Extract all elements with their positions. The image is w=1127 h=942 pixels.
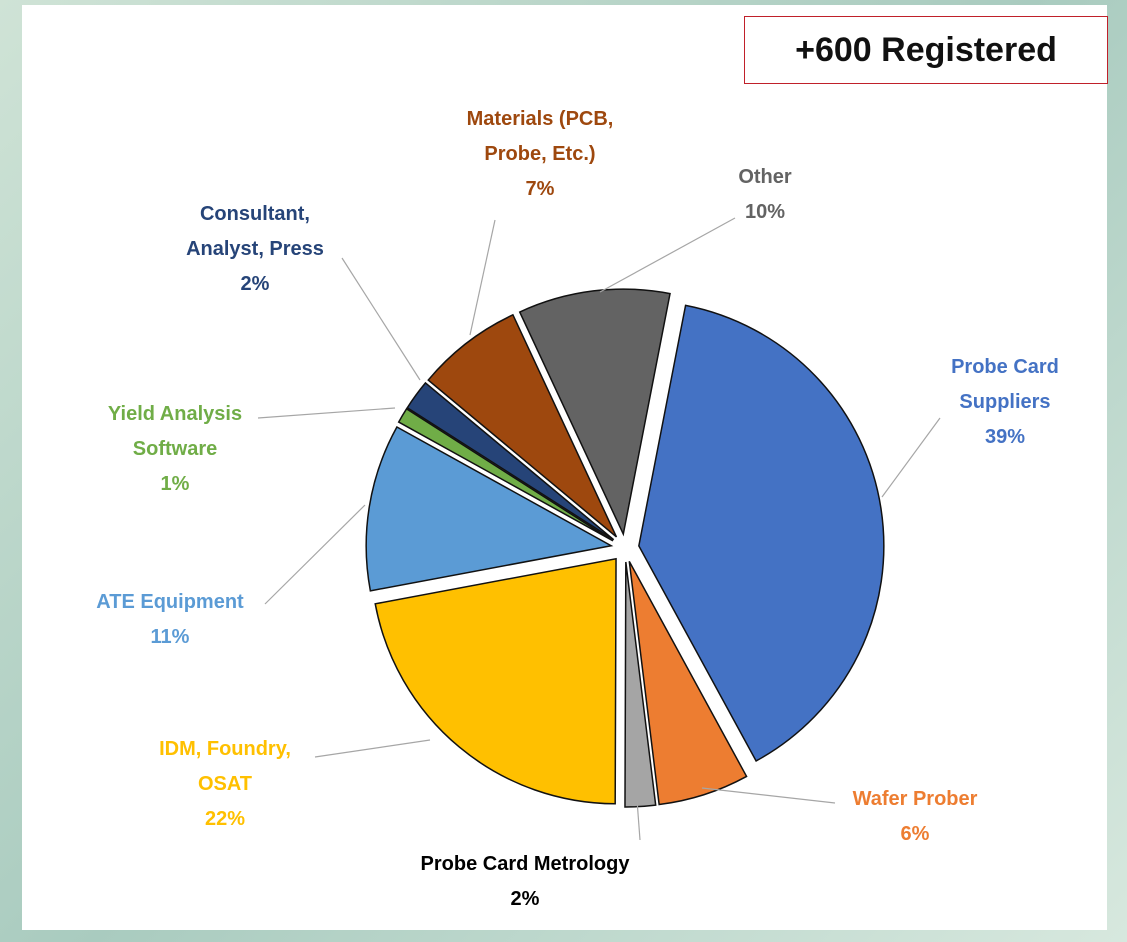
slice-label: Yield Analysis Software 1% [108, 397, 242, 502]
value-label: 6% [900, 823, 930, 845]
leader-line [599, 217, 736, 293]
category-label: Materials (PCB, Probe, Etc.) [466, 108, 614, 165]
leader-line [341, 257, 421, 381]
category-label: ATE Equipment [96, 591, 244, 613]
slice-label: Probe Card Metrology 2% [421, 847, 630, 917]
category-label: Yield Analysis Software [107, 403, 243, 460]
pie-slice [638, 304, 885, 762]
pie-slice [397, 407, 614, 542]
pie-slice [374, 557, 617, 805]
slice-label: Materials (PCB, Probe, Etc.) 7% [467, 102, 614, 207]
leader-line [469, 219, 496, 336]
pie-slice [624, 561, 657, 808]
value-label: 1% [160, 473, 190, 495]
pie-slice [427, 313, 618, 538]
value-label: 2% [510, 888, 540, 910]
leader-line [881, 417, 941, 498]
value-label: 22% [204, 808, 246, 830]
value-label: 11% [150, 626, 190, 648]
leader-line [636, 799, 641, 841]
pie-slice [365, 425, 614, 592]
slice-label: ATE Equipment 11% [96, 585, 243, 655]
leader-line [314, 739, 431, 758]
category-label: Wafer Prober [852, 788, 978, 810]
annotation: +600 Registered [744, 16, 1108, 84]
slice-label: Probe Card Suppliers 39% [951, 350, 1059, 455]
pie-slice [518, 288, 671, 537]
pie-slice [406, 381, 615, 541]
slice-label: Consultant, Analyst, Press 2% [186, 197, 324, 302]
category-label: Other [738, 166, 792, 188]
category-label: Probe Card Metrology [420, 853, 630, 875]
category-label: Probe Card Suppliers [951, 356, 1059, 413]
slice-label: Other 10% [738, 160, 791, 230]
category-label: IDM, Foundry, OSAT [159, 738, 291, 795]
pie-slice [628, 560, 748, 806]
value-label: 10% [744, 201, 786, 223]
value-label: 7% [525, 178, 555, 200]
slice-label: Wafer Prober 6% [853, 782, 978, 852]
leader-line [701, 787, 836, 804]
value-label: 39% [984, 426, 1026, 448]
category-label: Consultant, Analyst, Press [186, 203, 324, 260]
value-label: 2% [240, 273, 270, 295]
slice-label: IDM, Foundry, OSAT 22% [159, 732, 291, 837]
leader-line [257, 407, 396, 419]
leader-line [264, 504, 366, 605]
